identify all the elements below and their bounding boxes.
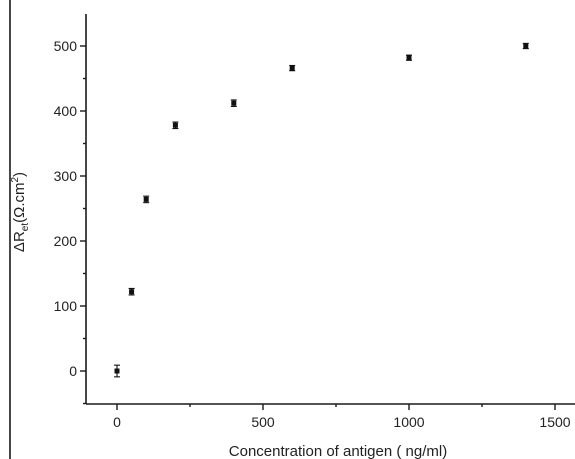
x-tick-label: 1500 [539, 414, 570, 430]
data-point [128, 287, 135, 296]
x-axis-label: Concentration of antigen ( ng/ml) [229, 443, 447, 459]
y-axis-label: ΔRet(Ω.cm2) [10, 172, 31, 252]
y-tick-label: 300 [54, 168, 78, 184]
y-tick-label: 500 [54, 38, 78, 54]
point-marker [172, 122, 178, 128]
x-tick-label: 1000 [393, 414, 424, 430]
x-tick-label: 500 [251, 414, 275, 430]
data-point [114, 364, 120, 378]
data-point [522, 42, 529, 50]
data-point [172, 121, 179, 130]
y-tick-label: 400 [54, 103, 78, 119]
x-ticks: 0 500 1000 1500 [113, 404, 571, 430]
data-point [406, 54, 412, 61]
point-marker [523, 43, 529, 49]
data-point [143, 195, 150, 204]
y-tick-label: 200 [54, 233, 78, 249]
y-tick-label: 0 [69, 363, 77, 379]
point-marker [231, 100, 237, 106]
data-points [114, 42, 529, 378]
data-point [289, 64, 296, 72]
y-tick-label: 100 [54, 298, 78, 314]
point-marker [129, 289, 135, 295]
point-marker [143, 196, 149, 202]
point-marker [406, 55, 412, 61]
point-marker [114, 368, 120, 374]
x-tick-label: 0 [113, 414, 121, 430]
data-point [230, 99, 237, 107]
y-ticks: 0 100 200 300 400 500 [54, 38, 86, 405]
point-marker [289, 65, 295, 71]
